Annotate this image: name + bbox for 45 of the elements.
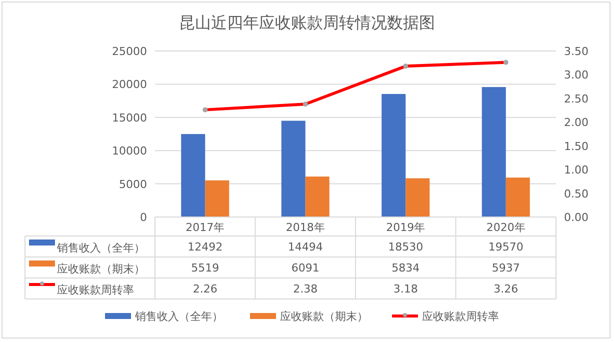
text: 应收账款周转率 — [422, 310, 499, 323]
y2-tick-label: 1.00 — [564, 164, 588, 177]
y-tick-label: 0 — [140, 211, 147, 224]
y2-tick-label: 3.00 — [564, 68, 588, 82]
text: 应收账款（期末） — [280, 310, 368, 323]
bar — [305, 176, 330, 217]
legend-label: 应收账款周转率 — [57, 284, 134, 296]
y2-tick-label: 2.00 — [564, 116, 588, 130]
data-label: 14494 — [288, 240, 323, 254]
chart-title: 昆山近四年应收账款周转情况数据图 — [179, 13, 435, 32]
data-label: 19570 — [488, 240, 524, 254]
x-tick-label: 2020年 — [486, 221, 526, 234]
x-tick-label: 2019年 — [386, 221, 426, 234]
text: 销售收入（全年） — [135, 310, 223, 323]
y-tick-label: 10000 — [112, 144, 147, 158]
data-label: 5937 — [492, 262, 520, 274]
y-tick-label: 5000 — [119, 178, 147, 191]
data-label: 5519 — [191, 262, 220, 274]
bar — [181, 134, 206, 217]
bar — [482, 87, 506, 217]
y-tick-label: 25000 — [112, 45, 147, 58]
data-label: 6091 — [291, 262, 320, 274]
bar — [205, 180, 230, 217]
y2-tick-label: 2.50 — [564, 92, 588, 106]
data-label: 2.26 — [192, 282, 218, 296]
data-label: 12492 — [188, 240, 223, 254]
x-tick-label: 2017年 — [186, 221, 225, 234]
data-label: 2.38 — [293, 282, 318, 296]
y2-tick-label: 0.50 — [564, 187, 588, 200]
y-tick-label: 15000 — [112, 111, 147, 124]
legend-label: 应收账款（期末） — [57, 262, 145, 276]
data-label: 18530 — [388, 240, 424, 254]
data-label: 3.26 — [494, 282, 518, 296]
data-label: 3.18 — [393, 282, 418, 296]
x-tick-label: 2018年 — [286, 221, 325, 234]
bar — [281, 120, 306, 217]
legend-label: 销售收入（全年） — [56, 242, 145, 254]
y2-tick-label: 1.50 — [564, 140, 588, 153]
y-tick-label: 20000 — [112, 78, 147, 92]
y2-tick-label: 0.00 — [564, 211, 588, 224]
y2-tick-label: 3.50 — [564, 45, 588, 58]
bar — [406, 178, 430, 217]
data-label: 5834 — [392, 262, 420, 274]
bar — [506, 178, 530, 217]
bar — [382, 94, 406, 217]
